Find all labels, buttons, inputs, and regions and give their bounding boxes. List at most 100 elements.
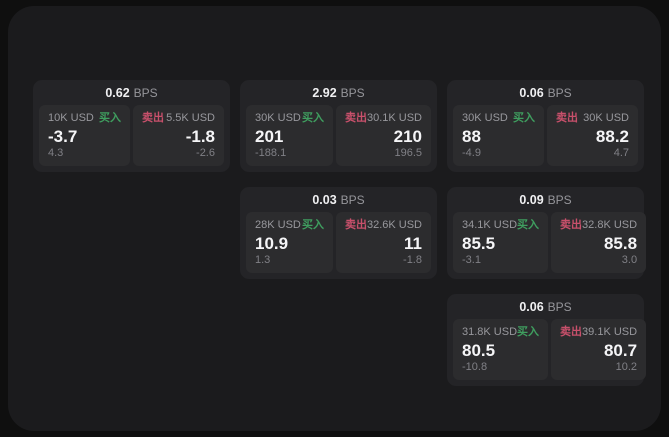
bps-label: BPS <box>340 86 365 100</box>
sell-price: 88.2 <box>595 126 629 146</box>
bps-label: BPS <box>340 193 365 207</box>
buy-price: 88 <box>462 126 481 146</box>
sell-amount: 30.1K USD <box>366 112 422 124</box>
buy-delta: -10.8 <box>462 361 488 373</box>
sell-price: 11 <box>404 233 422 253</box>
buy-quote-tile[interactable]: 31.8K USD 买入 80.5 -10.8 <box>453 319 549 380</box>
buy-tile-header: 30K USD 买入 <box>255 112 324 125</box>
sell-tile-header: 卖出 32.8K USD <box>560 219 637 232</box>
sell-quote-tile[interactable]: 卖出 32.6K USD 11 -1.8 <box>335 212 431 273</box>
sell-amount: 39.1K USD <box>582 326 638 338</box>
sell-delta: 196.5 <box>394 147 422 159</box>
buy-amount: 30K USD <box>462 112 508 124</box>
bps-label: BPS <box>547 300 572 314</box>
buy-label: 买入 <box>513 112 535 124</box>
buy-tile-header: 10K USD 买入 <box>48 112 121 125</box>
sell-label: 卖出 <box>142 112 164 124</box>
bps-label: BPS <box>133 86 158 100</box>
quote-tiles-row: 10K USD 买入 -3.7 4.3 卖出 5.5K USD -1.8 -2.… <box>39 105 224 166</box>
bps-label: BPS <box>547 86 572 100</box>
bps-value: 0.06 <box>519 300 544 314</box>
sell-label: 卖出 <box>344 112 367 124</box>
sell-quote-tile[interactable]: 卖出 39.1K USD 80.7 10.2 <box>551 319 647 380</box>
sell-tile-header: 卖出 32.6K USD <box>345 219 422 232</box>
buy-tile-header: 28K USD 买入 <box>255 219 324 232</box>
sell-label: 卖出 <box>344 219 367 231</box>
buy-amount: 28K USD <box>255 219 301 231</box>
buy-label: 买入 <box>301 219 324 231</box>
quote-tiles-row: 28K USD 买入 10.9 1.3 卖出 32.6K USD 11 -1.8 <box>246 212 431 273</box>
sell-amount: 5.5K USD <box>166 112 215 124</box>
buy-amount: 34.1K USD <box>462 219 518 231</box>
bps-header: 0.06 BPS <box>453 299 638 319</box>
quote-card: 2.92 BPS 30K USD 买入 201 -188.1 卖出 30.1K U… <box>240 80 437 172</box>
bps-header: 2.92 BPS <box>246 85 431 105</box>
bps-value: 2.92 <box>312 86 337 100</box>
bps-header: 0.62 BPS <box>39 85 224 105</box>
sell-amount: 30K USD <box>583 112 629 124</box>
sell-tile-header: 卖出 30K USD <box>556 112 629 125</box>
buy-tile-header: 31.8K USD 买入 <box>462 326 539 339</box>
bps-label: BPS <box>547 193 572 207</box>
sell-delta: 10.2 <box>615 361 638 373</box>
sell-price: -1.8 <box>185 126 215 146</box>
buy-tile-header: 30K USD 买入 <box>462 112 535 125</box>
sell-delta: 3.0 <box>621 254 638 266</box>
sell-delta: 4.7 <box>613 147 629 159</box>
sell-label: 卖出 <box>560 219 583 231</box>
buy-label: 买入 <box>301 112 324 124</box>
buy-delta: 4.3 <box>48 147 64 159</box>
sell-price: 210 <box>393 126 422 146</box>
buy-quote-tile[interactable]: 30K USD 买入 201 -188.1 <box>246 105 333 166</box>
bps-value: 0.62 <box>105 86 130 100</box>
sell-quote-tile[interactable]: 卖出 32.8K USD 85.8 3.0 <box>551 212 647 273</box>
buy-delta: -188.1 <box>255 147 287 159</box>
sell-tile-header: 卖出 5.5K USD <box>142 112 215 125</box>
buy-delta: -3.1 <box>462 254 481 266</box>
sell-price: 80.7 <box>603 340 638 360</box>
bps-header: 0.03 BPS <box>246 192 431 212</box>
buy-price: 80.5 <box>462 340 496 360</box>
quotes-panel: 0.62 BPS 10K USD 买入 -3.7 4.3 卖出 5.5K USD … <box>8 6 661 431</box>
buy-delta: 1.3 <box>255 254 271 266</box>
buy-quote-tile[interactable]: 34.1K USD 买入 85.5 -3.1 <box>453 212 549 273</box>
buy-label: 买入 <box>99 112 121 124</box>
buy-quote-tile[interactable]: 10K USD 买入 -3.7 4.3 <box>39 105 130 166</box>
sell-delta: -1.8 <box>403 254 422 266</box>
buy-amount: 30K USD <box>255 112 301 124</box>
sell-tile-header: 卖出 39.1K USD <box>560 326 637 339</box>
bps-value: 0.03 <box>312 193 337 207</box>
sell-delta: -2.6 <box>196 147 215 159</box>
buy-amount: 10K USD <box>48 112 94 124</box>
buy-price: 85.5 <box>462 233 496 253</box>
sell-label: 卖出 <box>560 326 583 338</box>
buy-price: 10.9 <box>255 233 289 253</box>
bps-header: 0.09 BPS <box>453 192 638 212</box>
buy-price: 201 <box>255 126 284 146</box>
quote-card: 0.62 BPS 10K USD 买入 -3.7 4.3 卖出 5.5K USD … <box>33 80 230 172</box>
sell-quote-tile[interactable]: 卖出 30.1K USD 210 196.5 <box>335 105 431 166</box>
quote-tiles-row: 34.1K USD 买入 85.5 -3.1 卖出 32.8K USD 85.8… <box>453 212 647 273</box>
bps-value: 0.06 <box>519 86 544 100</box>
sell-price: 85.8 <box>603 233 638 253</box>
quote-tiles-row: 30K USD 买入 88 -4.9 卖出 30K USD 88.2 4.7 <box>453 105 638 166</box>
buy-quote-tile[interactable]: 28K USD 买入 10.9 1.3 <box>246 212 333 273</box>
buy-label: 买入 <box>517 326 540 338</box>
buy-amount: 31.8K USD <box>462 326 518 338</box>
quote-tiles-row: 30K USD 买入 201 -188.1 卖出 30.1K USD 210 1… <box>246 105 431 166</box>
quote-card-grid: 0.62 BPS 10K USD 买入 -3.7 4.3 卖出 5.5K USD … <box>33 80 647 386</box>
sell-quote-tile[interactable]: 卖出 5.5K USD -1.8 -2.6 <box>133 105 224 166</box>
quote-card: 0.06 BPS 31.8K USD 买入 80.5 -10.8 卖出 39.1K… <box>447 294 647 386</box>
sell-label: 卖出 <box>556 112 578 124</box>
sell-amount: 32.8K USD <box>582 219 638 231</box>
quote-tiles-row: 31.8K USD 买入 80.5 -10.8 卖出 39.1K USD 80.… <box>453 319 647 380</box>
sell-amount: 32.6K USD <box>366 219 422 231</box>
quote-card: 0.06 BPS 30K USD 买入 88 -4.9 卖出 30K USD 88… <box>447 80 644 172</box>
buy-tile-header: 34.1K USD 买入 <box>462 219 539 232</box>
sell-quote-tile[interactable]: 卖出 30K USD 88.2 4.7 <box>547 105 638 166</box>
bps-header: 0.06 BPS <box>453 85 638 105</box>
quote-card: 0.09 BPS 34.1K USD 买入 85.5 -3.1 卖出 32.8K … <box>447 187 647 279</box>
buy-quote-tile[interactable]: 30K USD 买入 88 -4.9 <box>453 105 544 166</box>
buy-price: -3.7 <box>48 126 78 146</box>
bps-value: 0.09 <box>519 193 544 207</box>
